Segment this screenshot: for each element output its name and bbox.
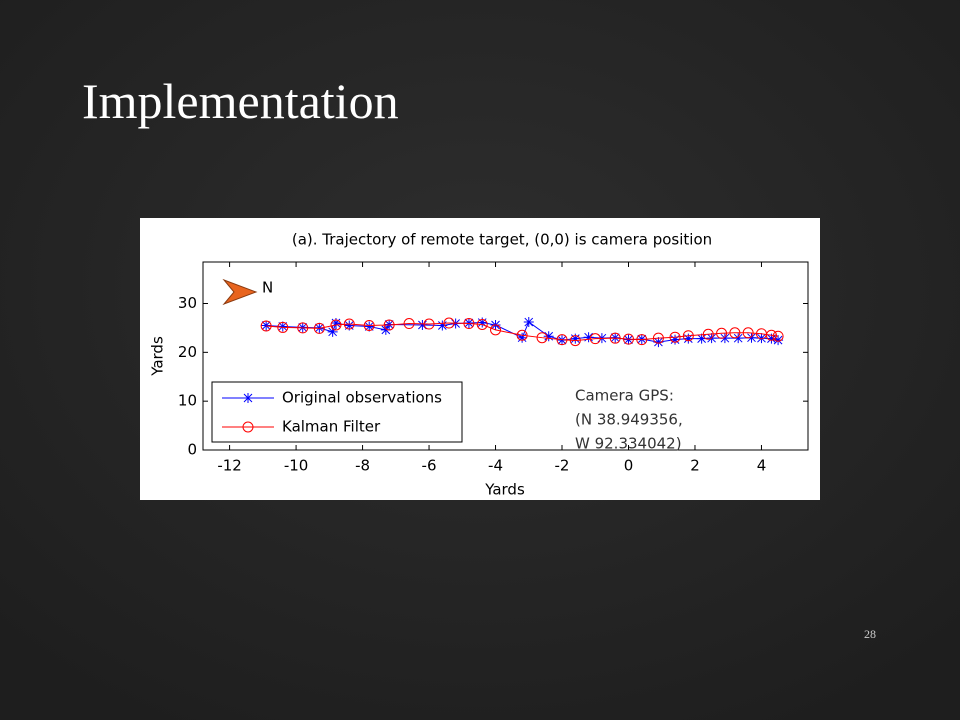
y-tick-label: 30 [178, 294, 197, 312]
point [490, 324, 502, 336]
point [330, 318, 341, 329]
point [242, 421, 254, 433]
point [670, 334, 681, 345]
x-tick-label: -10 [284, 457, 309, 475]
point [536, 332, 548, 344]
gps-label: (N 38.949356, [575, 411, 683, 429]
x-tick-label: -2 [555, 457, 570, 475]
point [653, 337, 664, 348]
x-tick-label: 4 [757, 457, 767, 475]
point [423, 318, 435, 330]
point [766, 333, 777, 344]
point [543, 331, 554, 342]
gps-label: Camera GPS: [575, 387, 674, 405]
point [327, 326, 338, 337]
point [556, 334, 568, 346]
x-tick-label: 2 [690, 457, 700, 475]
legend-label: Kalman Filter [282, 418, 381, 436]
point [636, 334, 648, 346]
y-axis-label: Yards [149, 336, 167, 377]
point [260, 320, 272, 332]
point [243, 393, 253, 403]
point [773, 335, 784, 346]
y-tick-label: 10 [178, 392, 197, 410]
point [569, 335, 581, 347]
point [380, 324, 391, 335]
point [344, 320, 355, 331]
point [437, 320, 448, 331]
point [746, 332, 757, 343]
point [277, 321, 289, 333]
point [383, 319, 395, 331]
x-tick-label: -4 [488, 457, 503, 475]
point [583, 332, 594, 343]
point [652, 332, 664, 344]
north-label: N [262, 279, 273, 297]
point [523, 317, 534, 328]
point [729, 327, 741, 339]
x-tick-label: -12 [217, 457, 242, 475]
plot-frame [202, 261, 809, 451]
page-number: 28 [864, 627, 876, 641]
point [669, 331, 681, 343]
point [772, 330, 784, 342]
gps-label: W 92.334042) [575, 435, 682, 453]
x-tick-label: 0 [624, 457, 634, 475]
point [476, 319, 488, 331]
slide-title: Implementation [82, 73, 399, 129]
chart: (a). Trajectory of remote target, (0,0) … [140, 218, 820, 500]
point [313, 322, 325, 334]
x-tick-label: -8 [355, 457, 370, 475]
point [702, 328, 714, 340]
x-axis-label: Yards [484, 481, 525, 499]
point [417, 319, 428, 330]
north-arrow [222, 278, 258, 306]
x-tick-label: -6 [422, 457, 437, 475]
point [364, 321, 375, 332]
point [765, 329, 777, 341]
point [477, 317, 488, 328]
point [517, 332, 528, 343]
point [570, 333, 581, 344]
point [330, 319, 342, 331]
point [261, 320, 272, 331]
point [363, 319, 375, 331]
y-tick-label: 20 [178, 343, 197, 361]
point [516, 329, 528, 341]
chart-title: (a). Trajectory of remote target, (0,0) … [292, 231, 712, 249]
point [403, 318, 415, 330]
point [756, 333, 767, 344]
point [733, 333, 744, 344]
point [609, 332, 621, 344]
point [343, 318, 355, 330]
point [742, 327, 754, 339]
point [683, 333, 694, 344]
series-line [266, 322, 779, 342]
point [277, 321, 288, 332]
chart-background [140, 218, 820, 500]
point [589, 333, 601, 345]
legend-label: Original observations [282, 389, 442, 407]
point [443, 317, 455, 329]
point [696, 333, 707, 344]
point [716, 327, 728, 339]
point [622, 333, 634, 345]
legend: Original observations Kalman Filter [211, 381, 463, 443]
point [463, 318, 475, 330]
y-tick-label: 0 [187, 441, 197, 459]
point [682, 330, 694, 342]
point [719, 333, 730, 344]
point [297, 322, 309, 334]
legend-box [211, 381, 463, 443]
